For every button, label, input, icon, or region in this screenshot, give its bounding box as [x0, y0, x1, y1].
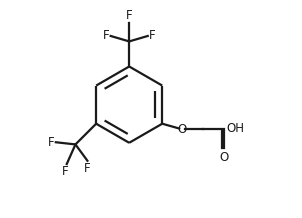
- Text: F: F: [62, 165, 69, 178]
- Text: F: F: [126, 9, 133, 22]
- Text: F: F: [48, 136, 55, 149]
- Text: F: F: [103, 29, 110, 43]
- Text: OH: OH: [226, 122, 244, 135]
- Text: O: O: [177, 123, 186, 136]
- Text: F: F: [149, 29, 156, 43]
- Text: O: O: [220, 150, 229, 164]
- Text: F: F: [84, 162, 91, 175]
